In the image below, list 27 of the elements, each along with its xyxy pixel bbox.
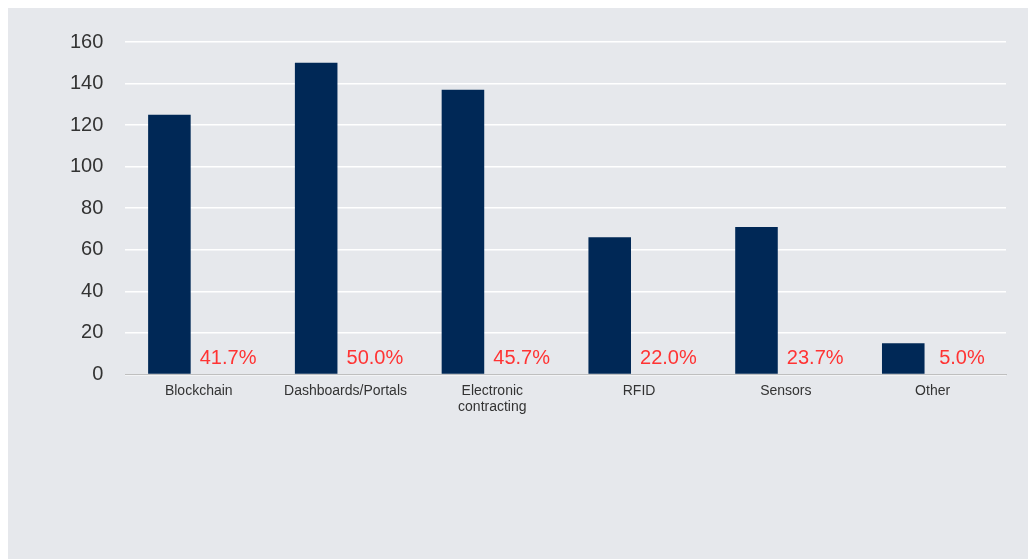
bar xyxy=(881,343,925,374)
bar xyxy=(441,89,485,374)
annotation: 41.7% xyxy=(199,345,257,368)
bar xyxy=(148,114,191,374)
bar xyxy=(294,62,338,374)
x-tick-label: Other xyxy=(915,381,951,398)
x-tick-label: Dashboards/Portals xyxy=(284,381,407,398)
annotation: 50.0% xyxy=(346,345,404,368)
y-tick-label: 20 xyxy=(81,320,104,343)
annotation: 22.0% xyxy=(640,345,697,368)
annotation: 5.0% xyxy=(939,345,985,368)
y-tick-label: 120 xyxy=(69,112,104,135)
y-tick-label: 40 xyxy=(81,278,104,301)
y-tick-label: 140 xyxy=(69,71,104,94)
x-tick-label: Electronic contracting xyxy=(458,381,527,415)
y-tick-label: 60 xyxy=(81,237,104,260)
x-tick-label: Sensors xyxy=(760,381,812,398)
y-tick-label: 0 xyxy=(92,361,104,384)
annotation: 23.7% xyxy=(786,345,844,368)
y-tick-label: 100 xyxy=(69,154,104,177)
bar xyxy=(735,226,778,374)
x-tick-label: Blockchain xyxy=(164,381,233,398)
x-tick-label: RFID xyxy=(622,381,656,398)
y-tick-label: 80 xyxy=(81,195,104,218)
bar xyxy=(588,237,631,374)
y-tick-label: 160 xyxy=(69,29,104,52)
annotation: 45.7% xyxy=(493,345,551,368)
